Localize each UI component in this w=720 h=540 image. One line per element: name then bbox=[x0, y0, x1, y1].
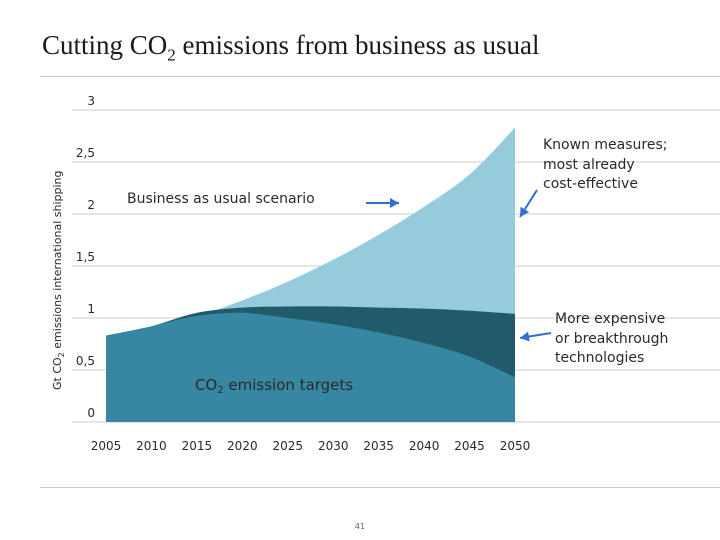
expensive-arrow bbox=[519, 331, 552, 342]
known-line-2: most already bbox=[543, 156, 635, 173]
x-tick-label: 2045 bbox=[454, 439, 485, 453]
emission-targets-label: CO2 emission targets bbox=[195, 376, 353, 396]
expensive-line-1: More expensive bbox=[555, 311, 666, 327]
top-divider bbox=[40, 76, 720, 77]
known-arrow bbox=[519, 189, 538, 218]
x-tick-labels: 2005 2010 2015 2020 2025 2030 2035 2040 2045 2050 bbox=[91, 439, 531, 453]
y-axis-label-prefix: Gt CO bbox=[51, 357, 64, 390]
targets-subscript: 2 bbox=[217, 385, 224, 396]
x-tick-label: 2030 bbox=[318, 439, 349, 453]
arrow-head bbox=[390, 198, 399, 208]
y-tick-label: 1,5 bbox=[76, 250, 95, 264]
title-subscript: 2 bbox=[167, 45, 176, 65]
known-line-3: cost-effective bbox=[543, 176, 638, 192]
area-layer bbox=[106, 127, 515, 423]
more-expensive-label: More expensive or breakthrough technolog… bbox=[555, 310, 668, 369]
page-number: 41 bbox=[354, 522, 366, 531]
known-measures-label: Known measures; most already cost-effect… bbox=[543, 136, 667, 195]
slide-title: Cutting CO2 emissions from business as u… bbox=[42, 30, 540, 65]
bau-label: Business as usual scenario bbox=[127, 191, 315, 207]
targets-prefix: CO bbox=[195, 376, 218, 394]
targets-area bbox=[106, 312, 515, 422]
x-tick-label: 2035 bbox=[363, 439, 394, 453]
y-axis-label: Gt CO2 emissions international shipping bbox=[51, 170, 66, 390]
x-tick-label: 2015 bbox=[182, 439, 213, 453]
y-tick-label: 0,5 bbox=[76, 354, 95, 368]
arrow-head bbox=[520, 206, 530, 217]
x-tick-label: 2050 bbox=[500, 439, 531, 453]
y-tick-label: 2 bbox=[87, 198, 95, 212]
y-tick-label: 3 bbox=[87, 94, 95, 108]
x-tick-label: 2025 bbox=[273, 439, 304, 453]
x-tick-label: 2040 bbox=[409, 439, 440, 453]
bottom-divider bbox=[40, 487, 720, 488]
arrow-head bbox=[520, 331, 530, 342]
y-axis-label-suffix: emissions international shipping bbox=[51, 170, 64, 352]
y-tick-label: 1 bbox=[87, 302, 95, 316]
title-suffix: emissions from business as usual bbox=[175, 30, 540, 60]
x-tick-label: 2010 bbox=[136, 439, 167, 453]
bau-arrow bbox=[366, 198, 399, 208]
y-tick-label: 0 bbox=[87, 406, 95, 420]
expensive-line-3: technologies bbox=[555, 350, 645, 366]
expensive-line-2: or breakthrough bbox=[555, 330, 669, 347]
title-prefix: Cutting CO bbox=[42, 30, 168, 60]
known-line-1: Known measures; bbox=[543, 137, 668, 153]
y-tick-label: 2,5 bbox=[76, 146, 95, 160]
x-tick-label: 2020 bbox=[227, 439, 258, 453]
annotation-arrows bbox=[366, 189, 552, 342]
targets-suffix: emission targets bbox=[223, 376, 354, 394]
y-tick-labels: 0 0,5 1 1,5 2 2,5 3 bbox=[76, 94, 95, 420]
y-axis-label-sub: 2 bbox=[57, 352, 66, 357]
x-tick-label: 2005 bbox=[91, 439, 122, 453]
